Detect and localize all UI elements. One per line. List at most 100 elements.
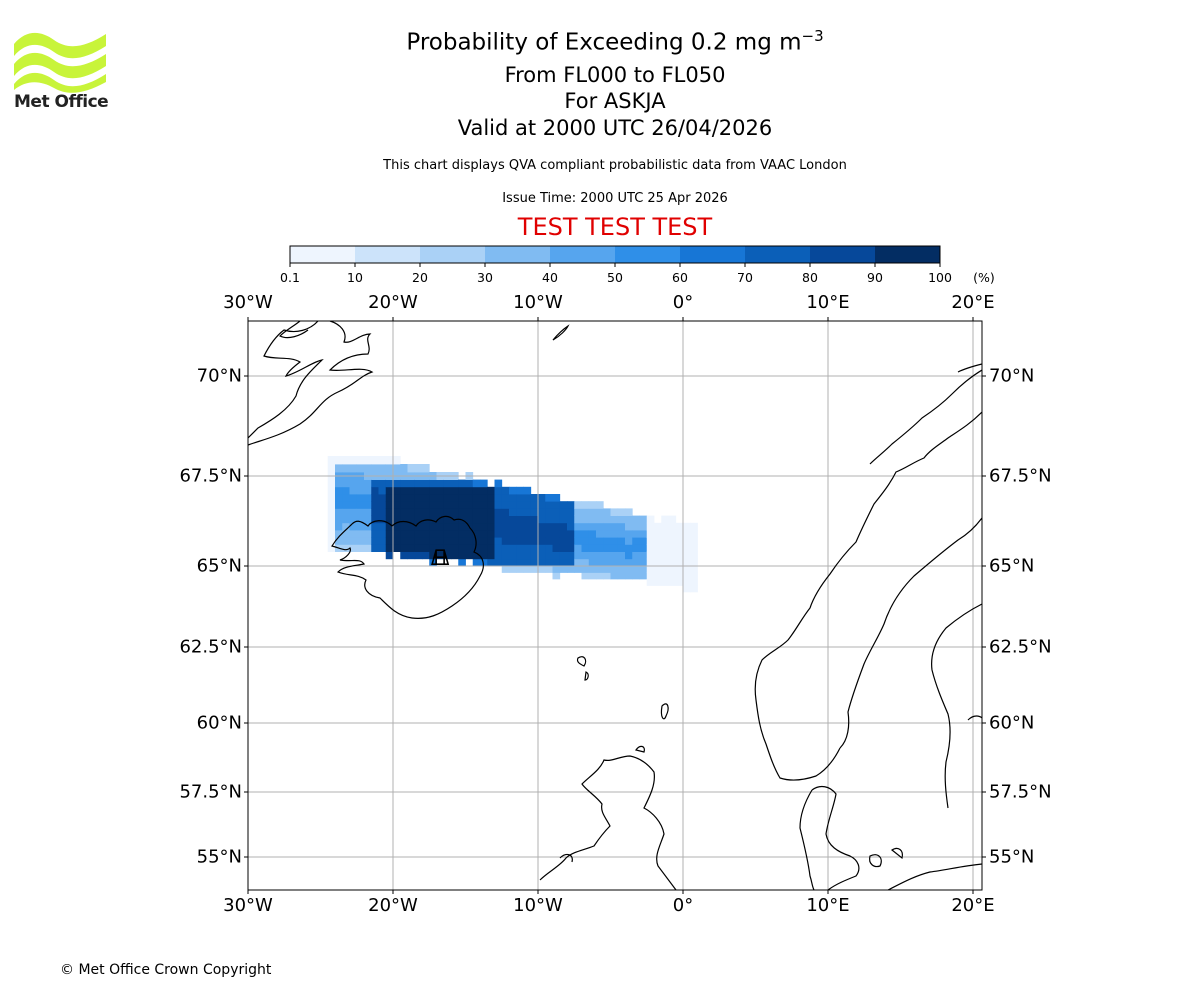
plume-cell bbox=[436, 494, 445, 502]
plume-cell bbox=[364, 544, 372, 552]
plume-cell bbox=[407, 522, 416, 531]
plume-cell bbox=[443, 501, 452, 509]
logo-wordmark: Met Office bbox=[14, 92, 109, 112]
plume-cell bbox=[690, 544, 698, 552]
plume-cell bbox=[603, 508, 611, 516]
plume-cell bbox=[625, 572, 633, 580]
plume-cell bbox=[552, 572, 561, 580]
plume-cell bbox=[683, 530, 691, 538]
plume-cell bbox=[422, 501, 430, 509]
plume-cell bbox=[545, 501, 553, 509]
plume-cell bbox=[523, 486, 532, 495]
plume-cell bbox=[487, 551, 495, 560]
plume-cell bbox=[646, 572, 655, 580]
plume-cell bbox=[516, 544, 524, 552]
plume-cell bbox=[581, 515, 590, 524]
plume-cell bbox=[356, 486, 365, 495]
plume-cell bbox=[356, 515, 365, 524]
plume-cell bbox=[342, 515, 350, 524]
plume-cell bbox=[668, 558, 677, 567]
plume-cell bbox=[523, 494, 532, 502]
plume-cell bbox=[516, 486, 524, 495]
plume-cell bbox=[480, 486, 488, 495]
plume-cell bbox=[349, 479, 358, 488]
plume-cell bbox=[436, 508, 445, 516]
plume-cell bbox=[371, 494, 379, 502]
latitude-label-left: 67.5°N bbox=[179, 465, 242, 487]
plume-cell bbox=[610, 544, 619, 552]
plume-cell bbox=[545, 537, 553, 545]
plume-cell bbox=[443, 551, 452, 560]
longitude-label-bottom: 20°E bbox=[951, 895, 995, 916]
plume-cell bbox=[487, 544, 495, 552]
copyright-notice: © Met Office Crown Copyright bbox=[60, 962, 272, 978]
plume-cell bbox=[371, 537, 379, 545]
plume-cell bbox=[690, 566, 698, 573]
plume-cell bbox=[523, 515, 532, 524]
plume-cell bbox=[668, 530, 677, 538]
longitude-label-bottom: 0° bbox=[672, 895, 694, 916]
plume-cell bbox=[581, 558, 590, 567]
plume-cell bbox=[632, 572, 640, 580]
plume-cell bbox=[458, 530, 466, 538]
plume-cell bbox=[545, 494, 553, 502]
plume-cell bbox=[690, 558, 698, 567]
plume-cell bbox=[632, 558, 640, 567]
plume-cell bbox=[342, 537, 350, 545]
plume-cell bbox=[581, 572, 590, 580]
plume-cell bbox=[364, 537, 372, 545]
plume-cell bbox=[567, 566, 575, 573]
plume-cell bbox=[501, 544, 510, 552]
plume-cell bbox=[530, 508, 539, 516]
plume-cell bbox=[632, 515, 640, 524]
plume-cell bbox=[581, 530, 590, 538]
plume-cell bbox=[501, 558, 510, 567]
plume-cell bbox=[516, 501, 524, 509]
plume-cell bbox=[487, 508, 495, 516]
plume-cell bbox=[327, 494, 336, 502]
colorbar-tick-label: 100 bbox=[928, 270, 952, 285]
plume-cell bbox=[480, 522, 488, 531]
plume-cell bbox=[617, 566, 626, 573]
chart-description: This chart displays QVA compliant probab… bbox=[383, 158, 847, 173]
plume-cell bbox=[487, 530, 495, 538]
plume-cell bbox=[501, 551, 510, 560]
plume-cell bbox=[574, 551, 582, 560]
latitude-label-right: 70°N bbox=[989, 365, 1035, 387]
plume-cell bbox=[414, 537, 423, 545]
plume-cell bbox=[530, 494, 539, 502]
plume-cell bbox=[385, 464, 394, 473]
plume-cell bbox=[356, 479, 365, 488]
plume-cell bbox=[559, 530, 568, 538]
plume-cell bbox=[443, 537, 452, 545]
plume-cell bbox=[610, 522, 619, 531]
plume-cell bbox=[625, 558, 633, 567]
plume-cell bbox=[327, 501, 336, 509]
plume-cell bbox=[516, 508, 524, 516]
plume-cell bbox=[509, 522, 517, 531]
plume-cell bbox=[588, 501, 597, 509]
colorbar-block bbox=[485, 246, 551, 263]
plume-cell bbox=[639, 544, 648, 552]
plume-cell bbox=[465, 508, 474, 516]
plume-cell bbox=[683, 578, 691, 586]
plume-cell bbox=[422, 522, 430, 531]
plume-cell bbox=[458, 558, 466, 567]
plume-cell bbox=[683, 544, 691, 552]
plume-cell bbox=[385, 479, 394, 488]
plume-cell bbox=[371, 479, 379, 488]
plume-cell bbox=[335, 494, 343, 502]
plume-cell bbox=[668, 578, 677, 586]
plume-cell bbox=[349, 508, 358, 516]
plume-cell bbox=[603, 551, 611, 560]
longitude-label-top: 10°E bbox=[806, 292, 850, 313]
plume-cell bbox=[465, 530, 474, 538]
plume-cell bbox=[494, 515, 503, 524]
plume-cell bbox=[668, 537, 677, 545]
plume-cell bbox=[523, 544, 532, 552]
plume-cell bbox=[596, 501, 604, 509]
plume-cell bbox=[567, 551, 575, 560]
plume-cell bbox=[581, 537, 590, 545]
plume-cell bbox=[654, 572, 662, 580]
plume-cell bbox=[617, 515, 626, 524]
